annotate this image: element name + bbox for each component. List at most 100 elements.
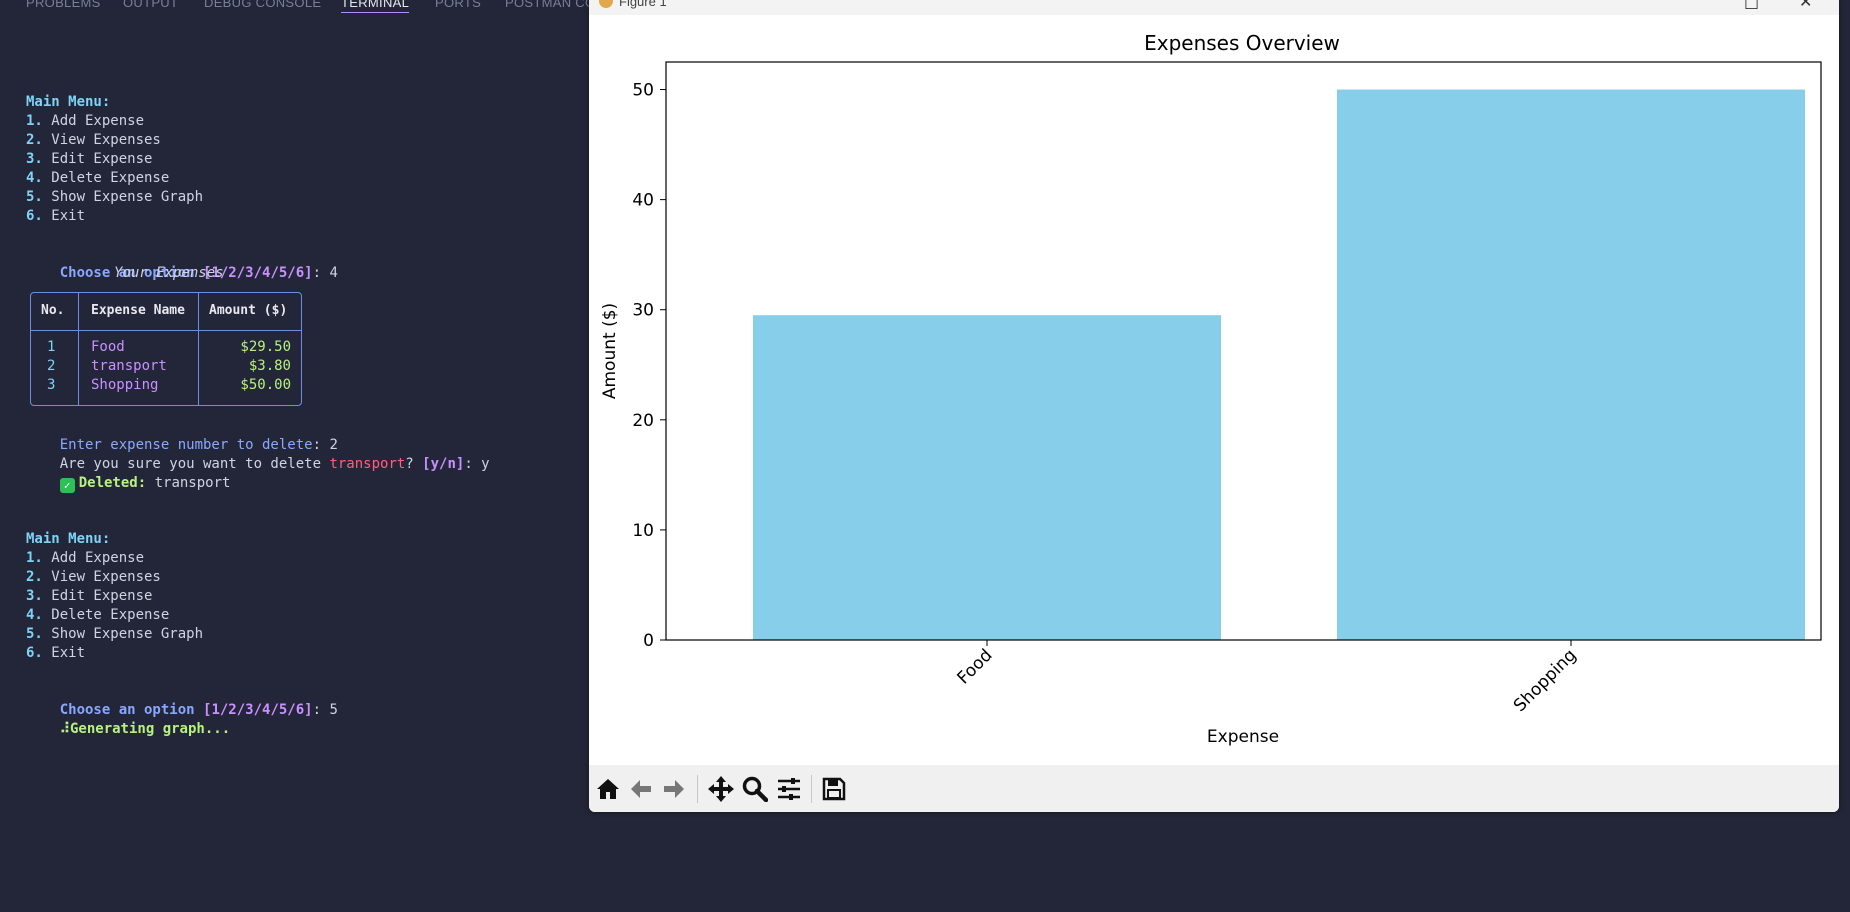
delete-prompt-line: Enter expense number to delete: 2 bbox=[26, 417, 338, 453]
table-cell-name: Shopping bbox=[91, 377, 159, 393]
confirm-choices: [y/n] bbox=[422, 456, 465, 472]
chart-title: Expenses Overview bbox=[1144, 31, 1340, 55]
bar-shopping bbox=[1337, 89, 1805, 641]
x-axis-label: Expense bbox=[1207, 727, 1279, 747]
delete-answer: 2 bbox=[329, 437, 338, 453]
y-tick-label: 20 bbox=[632, 411, 654, 431]
menu-item: 4. Delete Expense bbox=[26, 606, 169, 625]
figure-window[interactable]: Figure 1 □ ✕ Expenses Overview 0 10 20 30 40… bbox=[589, 0, 1839, 812]
menu-header: Main Menu: bbox=[26, 94, 111, 110]
table-header-no: No. bbox=[41, 303, 65, 318]
menu-item-label: View Expenses bbox=[42, 132, 161, 148]
choose-answer-2: 5 bbox=[329, 702, 338, 718]
table-header-amount: Amount ($) bbox=[209, 303, 288, 318]
figure-title: Figure 1 bbox=[619, 0, 667, 9]
menu-item-number: 4. bbox=[26, 170, 43, 186]
back-icon[interactable] bbox=[627, 775, 655, 803]
bar-food bbox=[753, 315, 1221, 640]
menu-item-label: Add Expense bbox=[42, 550, 145, 566]
x-tick-label: Food bbox=[954, 645, 997, 688]
table-cell-amount: $29.50 bbox=[240, 339, 291, 355]
menu-item-number: 1. bbox=[26, 550, 43, 566]
choose-answer: 4 bbox=[329, 265, 338, 281]
y-tick-label: 10 bbox=[632, 521, 654, 541]
menu-item-number: 6. bbox=[26, 645, 43, 661]
menu-item-label: Edit Expense bbox=[42, 588, 153, 604]
choose-option-line-2: Choose an option [1/2/3/4/5/6]: 5 bbox=[26, 682, 338, 718]
menu-item-label: View Expenses bbox=[42, 569, 161, 585]
menu-item: 1. Add Expense bbox=[26, 112, 144, 131]
deleted-line: ✓ Deleted: transport bbox=[26, 455, 230, 493]
menu-item-label: Add Expense bbox=[42, 113, 145, 129]
y-tick-label: 0 bbox=[643, 631, 654, 651]
tab-terminal[interactable]: TERMINAL bbox=[341, 0, 410, 13]
menu-item: 1. Add Expense bbox=[26, 549, 144, 568]
home-icon[interactable] bbox=[594, 775, 622, 803]
menu-item-number: 5. bbox=[26, 626, 43, 642]
delete-prompt: Enter expense number to delete bbox=[59, 437, 313, 453]
menu-item: 5. Show Expense Graph bbox=[26, 625, 203, 644]
confirm-line: Are you sure you want to delete transpor… bbox=[26, 436, 490, 472]
maximize-icon[interactable]: □ bbox=[1744, 0, 1760, 11]
deleted-item: transport bbox=[146, 475, 231, 491]
panel-tab-bar: PROBLEMS OUTPUT DEBUG CONSOLE TERMINAL PORTS… bbox=[0, 0, 600, 14]
menu-item-label: Exit bbox=[42, 208, 86, 224]
menu-item-label: Delete Expense bbox=[42, 170, 170, 186]
table-header-name: Expense Name bbox=[91, 303, 185, 318]
menu-item-number: 4. bbox=[26, 607, 43, 623]
menu-item-label: Show Expense Graph bbox=[42, 626, 204, 642]
pan-icon[interactable] bbox=[707, 775, 735, 803]
menu-item: 2. View Expenses bbox=[26, 568, 161, 587]
menu-item: 5. Show Expense Graph bbox=[26, 188, 203, 207]
bar-chart: Expenses Overview 0 10 20 30 40 50 Food Shoppi… bbox=[600, 31, 1822, 747]
menu-item-number: 2. bbox=[26, 569, 43, 585]
zoom-icon[interactable] bbox=[741, 775, 769, 803]
menu-item: 4. Delete Expense bbox=[26, 169, 169, 188]
tab-debug-console[interactable]: DEBUG CONSOLE bbox=[204, 0, 322, 10]
table-cell-no: 2 bbox=[47, 358, 56, 374]
y-tick-label: 30 bbox=[632, 301, 654, 321]
menu-item-label: Exit bbox=[42, 645, 86, 661]
save-icon[interactable] bbox=[820, 775, 848, 803]
y-tick-label: 50 bbox=[632, 81, 654, 101]
figure-titlebar[interactable]: Figure 1 □ ✕ bbox=[589, 0, 1839, 15]
menu-item-number: 2. bbox=[26, 132, 43, 148]
x-tick-label: Shopping bbox=[1510, 645, 1581, 716]
choose-prompt-2: Choose an option bbox=[59, 702, 204, 718]
menu-item-number: 6. bbox=[26, 208, 43, 224]
tab-problems[interactable]: PROBLEMS bbox=[26, 0, 101, 10]
table-cell-amount: $50.00 bbox=[240, 377, 291, 393]
generating-text: Generating graph... bbox=[69, 721, 231, 737]
spinner-icon: ⠼ bbox=[59, 721, 70, 737]
table-caption: Your Expenses bbox=[114, 265, 224, 281]
choose-colon-2: : bbox=[312, 702, 330, 718]
menu-item: 2. View Expenses bbox=[26, 131, 161, 150]
confirm-colon: : bbox=[464, 456, 482, 472]
choose-choices-2: [1/2/3/4/5/6] bbox=[203, 702, 313, 718]
menu-item: 3. Edit Expense bbox=[26, 587, 152, 606]
menu-item-number: 3. bbox=[26, 151, 43, 167]
menu-item-label: Show Expense Graph bbox=[42, 189, 204, 205]
checkmark-icon: ✓ bbox=[59, 478, 75, 493]
table-cell-no: 1 bbox=[47, 339, 56, 355]
menu-item-number: 5. bbox=[26, 189, 43, 205]
tab-postman-co[interactable]: POSTMAN CO bbox=[505, 0, 596, 10]
plot-frame bbox=[665, 61, 1822, 641]
tab-ports[interactable]: PORTS bbox=[435, 0, 482, 10]
choose-prompt: Choose an option bbox=[59, 265, 204, 281]
menu-header-2: Main Menu: bbox=[26, 531, 111, 547]
menu-item-number: 3. bbox=[26, 588, 43, 604]
figure-toolbar bbox=[589, 765, 1839, 812]
close-icon[interactable]: ✕ bbox=[1799, 0, 1813, 11]
choose-option-line: Choose an option [1/2/3/4/5/6]: 4 bbox=[26, 245, 338, 281]
generating-line: ⠼Generating graph... bbox=[26, 701, 230, 737]
forward-icon[interactable] bbox=[660, 775, 688, 803]
expenses-table: No. Expense Name Amount ($) 1 Food $29.50 2… bbox=[30, 292, 302, 406]
table-cell-name: transport bbox=[91, 358, 167, 374]
configure-icon[interactable] bbox=[775, 775, 803, 803]
menu-item-label: Delete Expense bbox=[42, 607, 170, 623]
menu-item: 6. Exit bbox=[26, 207, 85, 226]
confirm-item: transport bbox=[329, 456, 406, 472]
tab-output[interactable]: OUTPUT bbox=[123, 0, 179, 10]
y-axis-label: Amount ($) bbox=[600, 303, 620, 399]
